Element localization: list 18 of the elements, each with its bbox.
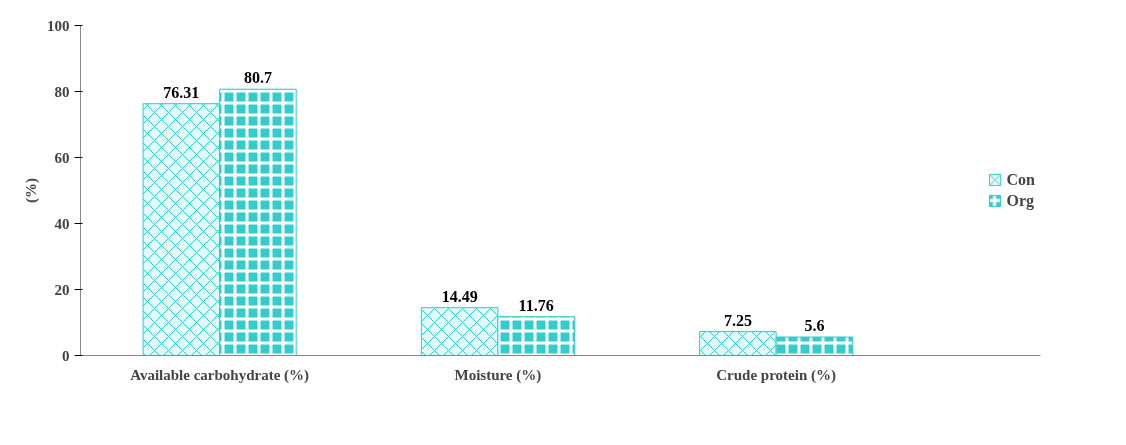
legend-label: Org <box>1006 191 1035 210</box>
data-label: 7.25 <box>723 311 752 329</box>
data-label: 76.31 <box>163 83 200 101</box>
y-tick-label: 40 <box>54 215 70 232</box>
data-label: 5.6 <box>804 317 825 335</box>
data-label: 80.7 <box>243 69 272 87</box>
legend-label: Con <box>1006 170 1035 189</box>
x-tick-label: Crude protein (%) <box>716 366 837 384</box>
data-label: 11.76 <box>518 296 554 314</box>
y-tick-label: 0 <box>62 347 70 364</box>
y-tick-label: 100 <box>47 17 70 34</box>
y-axis-title: (%) <box>23 178 40 203</box>
x-tick-label: Available carbohydrate (%) <box>130 366 310 384</box>
x-tick-label: Moisture (%) <box>454 366 542 384</box>
y-tick-label: 60 <box>54 149 70 166</box>
y-tick-label: 20 <box>54 281 70 298</box>
y-tick-label: 80 <box>54 83 70 100</box>
data-label: 14.49 <box>441 287 478 305</box>
